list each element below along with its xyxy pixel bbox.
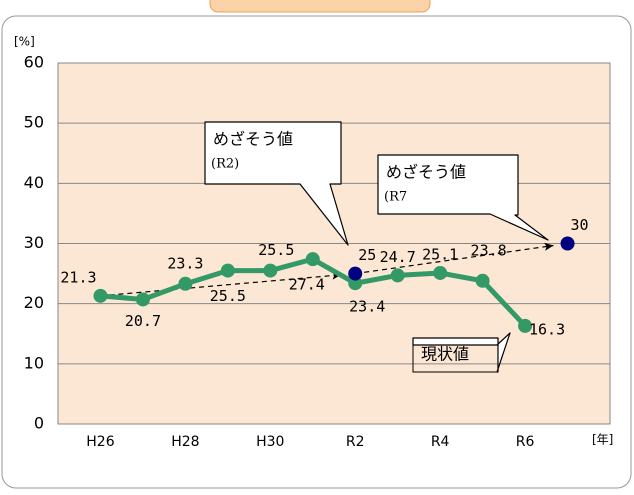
trend-arrow: [544, 242, 554, 251]
point: [263, 263, 278, 278]
x-tick-label: R4: [431, 434, 450, 450]
x-tick-label: R6: [516, 434, 535, 450]
y-tick-label: 40: [24, 173, 44, 192]
value-label: 24.7: [380, 248, 416, 266]
value-label: 20.7: [125, 312, 161, 330]
y-tick-label: 30: [24, 233, 44, 252]
x-tick-label: H26: [86, 434, 114, 450]
point: [305, 252, 320, 267]
annotation-text: めざそう値: [213, 130, 293, 149]
point: [390, 268, 405, 283]
value-label: 27.4: [289, 276, 325, 294]
callout: [204, 121, 349, 246]
value-label: 25.5: [258, 241, 294, 259]
x-tick-label: H30: [256, 434, 284, 450]
value-label: 23.4: [349, 298, 385, 316]
x-axis-label: [年]: [592, 433, 613, 447]
target-point: [560, 236, 575, 251]
value-label: 25: [358, 246, 376, 264]
title-tab: [209, 0, 431, 13]
y-tick-label: 0: [34, 414, 44, 433]
point: [178, 276, 193, 291]
value-label: 16.3: [529, 320, 565, 338]
y-axis-label: [%]: [14, 35, 35, 49]
annotation-sub: (R2): [211, 157, 239, 172]
point: [93, 288, 108, 303]
value-label: 25.1: [422, 245, 458, 263]
y-tick-label: 50: [24, 113, 44, 132]
point: [518, 318, 533, 333]
value-label: 23.8: [471, 241, 507, 259]
value-label: 21.3: [60, 268, 96, 286]
point: [433, 265, 448, 280]
value-label: 25.5: [210, 287, 246, 305]
point: [135, 292, 150, 307]
value-label: 30: [571, 216, 589, 234]
annotation-text: 現状値: [421, 345, 469, 364]
point: [348, 276, 363, 291]
y-tick-label: 20: [24, 293, 44, 312]
y-tick-label: 10: [24, 353, 44, 372]
x-tick-label: H28: [171, 434, 199, 450]
trend-line: [355, 244, 554, 275]
x-tick-label: R2: [346, 434, 365, 450]
point: [475, 273, 490, 288]
trend-line: [100, 274, 342, 297]
callout: [412, 337, 499, 373]
value-label: 23.3: [167, 254, 203, 272]
y-tick-label: 60: [24, 53, 44, 72]
annotation-sub: (R7: [384, 190, 407, 205]
callout: [377, 154, 549, 241]
annotation-text: めざそう値: [386, 163, 466, 182]
target-point: [348, 266, 363, 281]
point: [220, 263, 235, 278]
